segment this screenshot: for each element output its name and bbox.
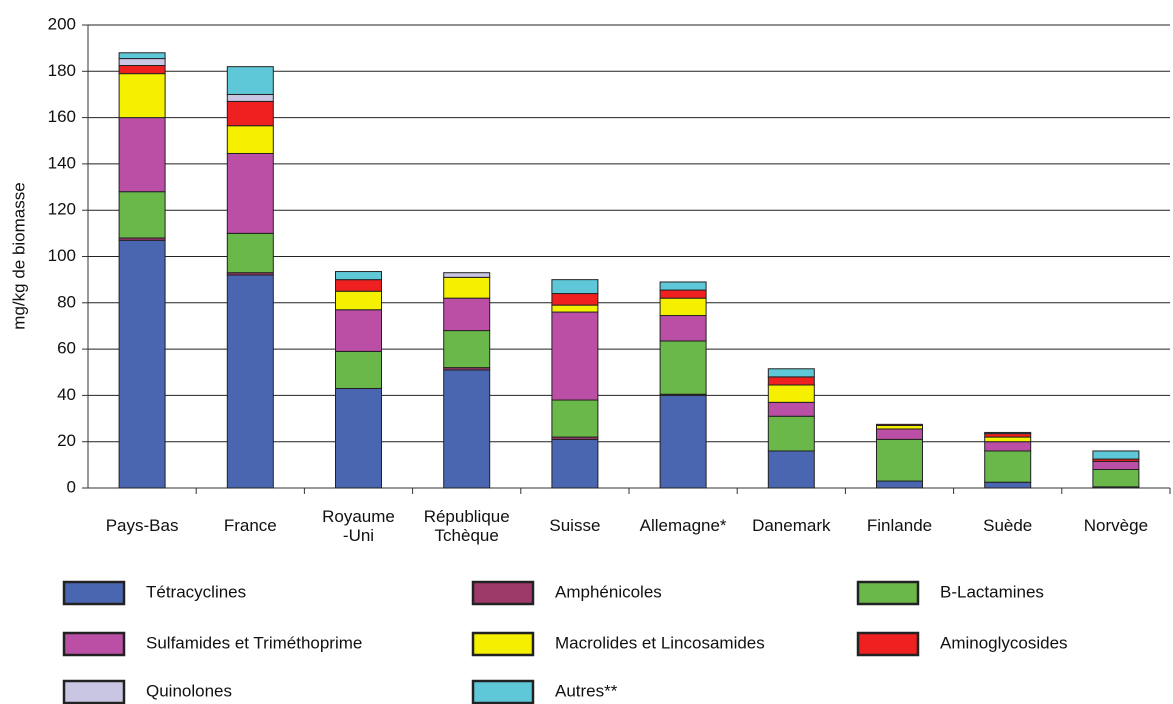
- legend-label: Macrolides et Lincosamides: [555, 633, 765, 652]
- bar-segment: [984, 436, 1032, 443]
- bar-segment: [659, 289, 707, 299]
- bar-segment: [1092, 460, 1140, 470]
- legend-label: Sulfamides et Triméthoprime: [146, 633, 362, 652]
- bar-segment: [551, 399, 599, 438]
- bar-segment: [767, 384, 815, 403]
- y-tick-label: 20: [57, 431, 76, 450]
- bar-segment: [443, 276, 491, 299]
- bar-segment: [118, 191, 166, 239]
- x-tick-label: Danemark: [752, 516, 831, 535]
- legend-label: Quinolones: [146, 681, 232, 700]
- legend-swatch: [471, 631, 535, 657]
- bar-segment: [876, 438, 923, 482]
- x-tick-label: France: [224, 516, 277, 535]
- legend-swatch: [62, 679, 126, 704]
- bar-segment: [226, 93, 274, 102]
- bar-segment: [118, 239, 166, 489]
- legend-swatch: [856, 580, 920, 606]
- legend-swatch: [62, 580, 126, 606]
- bar-segment: [118, 52, 166, 60]
- bar-segment: [984, 433, 1032, 438]
- bar-segment: [226, 125, 274, 154]
- y-tick-label: 160: [48, 107, 76, 126]
- bar-segment: [767, 401, 815, 417]
- y-tick-label: 200: [48, 14, 76, 33]
- bar-segment: [551, 438, 599, 489]
- bar-segment: [1092, 468, 1140, 488]
- bar-segment: [551, 279, 599, 295]
- bar-segment: [118, 73, 166, 119]
- legend-label: Autres**: [555, 681, 618, 700]
- bar-segment: [551, 311, 599, 401]
- bar-segment: [443, 272, 491, 278]
- bar-segment: [659, 394, 707, 489]
- bar-segment: [335, 290, 382, 311]
- legend-label: Aminoglycosides: [940, 633, 1068, 652]
- bar-segment: [876, 423, 923, 426]
- legend-swatch: [471, 679, 535, 704]
- bar-segment: [335, 350, 382, 389]
- y-tick-label: 40: [57, 385, 76, 404]
- bar-segment: [335, 387, 382, 489]
- bar-segment: [876, 428, 923, 440]
- bar-segment: [226, 66, 274, 95]
- legend-swatch: [62, 631, 126, 657]
- bar-segment: [118, 65, 166, 75]
- bar-segment: [659, 340, 707, 395]
- x-tick-label: Suisse: [549, 516, 600, 535]
- y-tick-label: 180: [48, 61, 76, 80]
- y-tick-label: 80: [57, 292, 76, 311]
- bar-segment: [551, 293, 599, 306]
- legend-label: B-Lactamines: [940, 582, 1044, 601]
- bar-segment: [118, 58, 166, 67]
- x-tick-label: République Tchèque: [424, 507, 510, 545]
- bar-segment: [659, 315, 707, 342]
- bar-segment: [1092, 450, 1140, 460]
- bar-segment: [226, 274, 274, 489]
- x-tick-label: Suède: [983, 516, 1032, 535]
- legend-label: Tétracyclines: [146, 582, 246, 601]
- bar-segment: [335, 279, 382, 292]
- bar-segment: [118, 117, 166, 193]
- bar-segment: [984, 450, 1032, 483]
- x-tick-label: Finlande: [867, 516, 932, 535]
- bar-segment: [659, 297, 707, 317]
- bar-segment: [767, 376, 815, 386]
- bar-segment: [984, 431, 1032, 435]
- y-tick-label: 100: [48, 246, 76, 265]
- bar-segment: [335, 271, 382, 281]
- y-tick-label: 60: [57, 339, 76, 358]
- bar-segment: [984, 441, 1032, 452]
- legend-swatch: [471, 580, 535, 606]
- bar-segment: [876, 480, 923, 489]
- bar-segment: [226, 100, 274, 127]
- y-axis-label: mg/kg de biomasse: [9, 182, 28, 329]
- y-tick-label: 0: [67, 477, 76, 496]
- x-tick-label: Allemagne*: [640, 516, 727, 535]
- bar-segment: [226, 152, 274, 234]
- bar-segment: [767, 450, 815, 489]
- bar-segment: [767, 368, 815, 378]
- bar-segment: [767, 415, 815, 452]
- y-tick-label: 120: [48, 200, 76, 219]
- legend-label: Amphénicoles: [555, 582, 662, 601]
- bar-segment: [876, 424, 923, 430]
- y-tick-label: 140: [48, 153, 76, 172]
- bar-segment: [443, 330, 491, 369]
- bar-segment: [984, 481, 1032, 489]
- bar-segment: [226, 232, 274, 274]
- x-tick-label: Pays-Bas: [106, 516, 179, 535]
- x-tick-label: Norvège: [1084, 516, 1148, 535]
- x-tick-label: Royaume -Uni: [322, 507, 395, 545]
- legend-swatch: [856, 631, 920, 657]
- bar-segment: [335, 309, 382, 352]
- bar-segment: [551, 304, 599, 313]
- bar-segment: [659, 281, 707, 291]
- bar-segment: [443, 369, 491, 489]
- bar-segment: [443, 297, 491, 332]
